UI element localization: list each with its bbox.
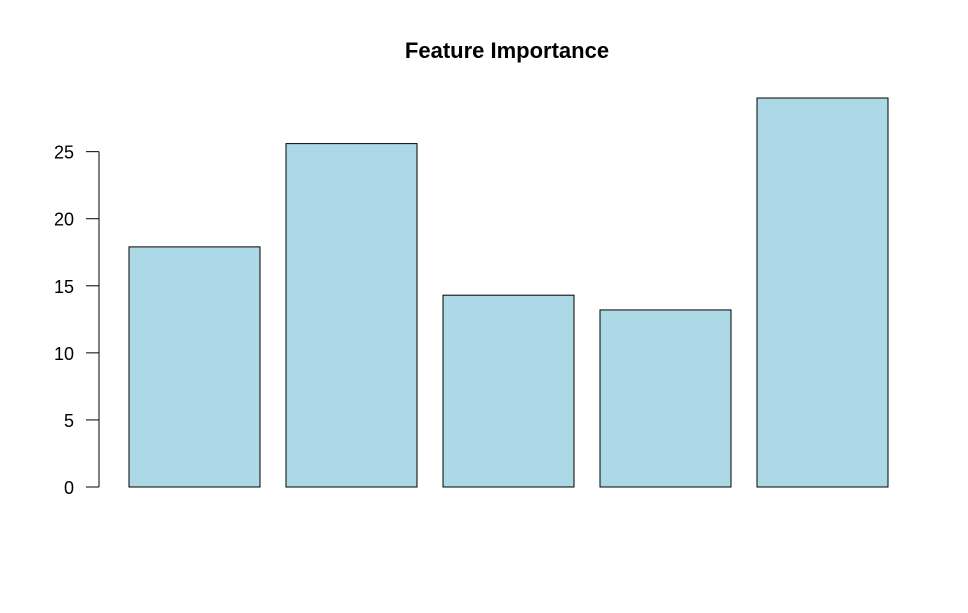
- y-tick-label-10: 10: [54, 344, 74, 364]
- chart-title: Feature Importance: [405, 38, 609, 63]
- y-tick-label-0: 0: [64, 478, 74, 498]
- y-tick-label-20: 20: [54, 210, 74, 230]
- bar-4: [599, 309, 732, 488]
- y-tick-label-15: 15: [54, 277, 74, 297]
- y-tick-label-5: 5: [64, 411, 74, 431]
- bar-5: [756, 97, 889, 488]
- bar-3: [442, 294, 575, 488]
- y-tick-label-25: 25: [54, 143, 74, 163]
- y-axis: 0 5 10 15 20 25: [54, 143, 100, 498]
- bar-2: [285, 143, 418, 488]
- bars-group: [128, 97, 889, 488]
- bar-1: [128, 246, 261, 488]
